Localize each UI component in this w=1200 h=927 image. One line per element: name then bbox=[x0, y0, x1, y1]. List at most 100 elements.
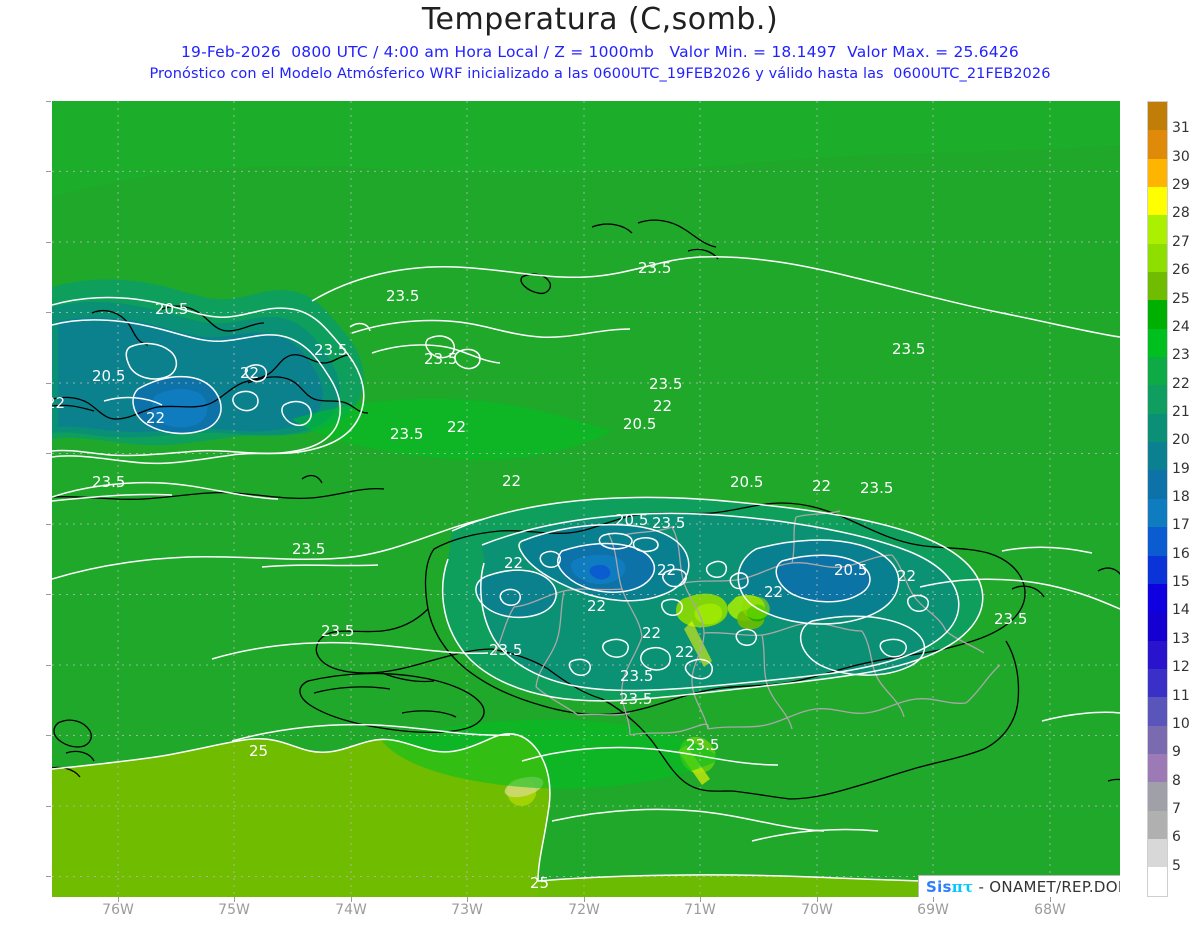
colorbar-tick-label: 6 bbox=[1172, 829, 1181, 846]
contour-label: 23.5 bbox=[892, 340, 925, 358]
page-title: Temperatura (C,somb.) bbox=[421, 2, 779, 37]
lon-label: 75W bbox=[218, 902, 250, 918]
colorbar-tick-label: 15 bbox=[1172, 574, 1190, 591]
colorbar-band bbox=[1148, 272, 1167, 301]
colorbar-band bbox=[1148, 640, 1167, 669]
y-tick bbox=[46, 383, 51, 384]
contour-label: 23.5 bbox=[994, 610, 1027, 628]
contour-label: 22 bbox=[52, 394, 65, 412]
contour-label: 25 bbox=[530, 874, 549, 892]
colorbar-tick-label: 28 bbox=[1172, 205, 1190, 222]
y-tick bbox=[46, 594, 51, 595]
colorbar-tick-label: 30 bbox=[1172, 148, 1190, 165]
x-tick bbox=[933, 897, 934, 902]
contour-label: 22 bbox=[812, 477, 831, 495]
lon-label: 68W bbox=[1034, 902, 1066, 918]
colorbar-band bbox=[1148, 838, 1167, 868]
colorbar-band bbox=[1148, 668, 1167, 698]
contour-label: 23.5 bbox=[649, 375, 682, 393]
colorbar-labels: 31 30 29 28 27 26 25 24 23 22 21 20 19 18 17 16 15 14 13 12… bbox=[1172, 101, 1200, 897]
contour-label: 20.5 bbox=[623, 415, 656, 433]
contour-label: 22 bbox=[675, 643, 694, 661]
contour-label: 20.5 bbox=[730, 473, 763, 491]
x-tick bbox=[1050, 897, 1051, 902]
contour-label: 22 bbox=[897, 567, 916, 585]
lon-label: 71W bbox=[684, 902, 716, 918]
contour-label: 23.5 bbox=[619, 690, 652, 708]
colorbar-tick-label: 26 bbox=[1172, 262, 1190, 279]
province-boundaries bbox=[493, 510, 1001, 736]
colorbar-tick-label: 18 bbox=[1172, 489, 1190, 505]
contour-label: 23.5 bbox=[489, 641, 522, 659]
colorbar-band bbox=[1148, 810, 1167, 839]
x-tick bbox=[234, 897, 235, 902]
colorbar-tick-label: 25 bbox=[1172, 290, 1190, 307]
colorbar-band bbox=[1148, 782, 1167, 811]
colorbar-tick-label: 12 bbox=[1172, 659, 1190, 676]
y-tick bbox=[46, 453, 51, 454]
colorbar-band bbox=[1148, 498, 1167, 528]
colorbar-band bbox=[1148, 385, 1167, 414]
x-tick bbox=[584, 897, 585, 902]
contour-label: 25 bbox=[249, 742, 268, 760]
colorbar-band bbox=[1148, 612, 1167, 641]
y-tick bbox=[46, 806, 51, 807]
colorbar-tick-label: 7 bbox=[1172, 800, 1181, 817]
colorbar-tick-label: 22 bbox=[1172, 375, 1190, 392]
y-tick bbox=[46, 876, 51, 877]
x-tick bbox=[118, 897, 119, 902]
contour-label: 22 bbox=[657, 561, 676, 579]
contour-label: 22 bbox=[653, 397, 672, 415]
contour-label: 23.5 bbox=[620, 667, 653, 685]
colorbar-band bbox=[1148, 442, 1167, 471]
contour-label: 23.5 bbox=[314, 341, 347, 359]
contour-label: 23.5 bbox=[390, 425, 423, 443]
colorbar-tick-label: 17 bbox=[1172, 517, 1190, 534]
contour-label: 23.5 bbox=[321, 622, 354, 640]
colorbar bbox=[1147, 101, 1168, 897]
subtitle-line-1: 19-Feb-2026 0800 UTC / 4:00 am Hora Loca… bbox=[180, 43, 1019, 61]
colorbar-tick-label: 21 bbox=[1172, 403, 1190, 420]
colorbar-tick-label: 8 bbox=[1172, 772, 1181, 789]
lon-label: 76W bbox=[102, 902, 134, 918]
contour-label: 22 bbox=[240, 364, 259, 382]
contour-label: 23.5 bbox=[92, 473, 125, 491]
y-tick bbox=[46, 312, 51, 313]
colorbar-band bbox=[1148, 725, 1167, 754]
colorbar-tick-label: 29 bbox=[1172, 177, 1190, 194]
colorbar-tick-label: 31 bbox=[1172, 120, 1190, 137]
colorbar-tick-label: 13 bbox=[1172, 630, 1190, 647]
colorbar-tick-label: 11 bbox=[1172, 687, 1190, 704]
colorbar-band bbox=[1148, 697, 1167, 726]
colorbar-tick-label: 20 bbox=[1172, 432, 1190, 449]
colorbar-band bbox=[1148, 413, 1167, 443]
lon-label: 72W bbox=[568, 902, 600, 918]
colorbar-band bbox=[1148, 215, 1167, 244]
attribution-badge: Sisπτ - ONAMET/REP.DOM. bbox=[918, 875, 1120, 897]
x-tick bbox=[700, 897, 701, 902]
temperature-map: 23.5 23.5 23.5 23.5 20.5 20.5 22 23.5 22… bbox=[52, 101, 1120, 897]
colorbar-band bbox=[1148, 357, 1167, 386]
colorbar-tick-label: 24 bbox=[1172, 318, 1190, 335]
brand-pi-icon: πτ bbox=[951, 878, 974, 896]
colorbar-band bbox=[1148, 158, 1167, 188]
colorbar-tick-label: 5 bbox=[1172, 857, 1181, 874]
colorbar-tick-label: 14 bbox=[1172, 602, 1190, 619]
chart-header: Temperatura (C,somb.) 19-Feb-2026 0800 U… bbox=[0, 0, 1200, 96]
colorbar-band bbox=[1148, 243, 1167, 273]
contour-label: 23.5 bbox=[652, 514, 685, 532]
colorbar-tick-label: 19 bbox=[1172, 460, 1190, 477]
colorbar-band bbox=[1148, 102, 1167, 131]
lon-label: 69W bbox=[917, 902, 949, 918]
y-tick bbox=[46, 101, 51, 102]
contour-label: 23.5 bbox=[424, 350, 457, 368]
contour-lines bbox=[52, 255, 1120, 885]
x-tick bbox=[351, 897, 352, 902]
colorbar-band bbox=[1148, 130, 1167, 159]
colorbar-band bbox=[1148, 527, 1167, 556]
contour-label: 22 bbox=[642, 624, 661, 642]
brand-sis: Sis bbox=[926, 878, 952, 896]
contour-label: 22 bbox=[587, 597, 606, 615]
